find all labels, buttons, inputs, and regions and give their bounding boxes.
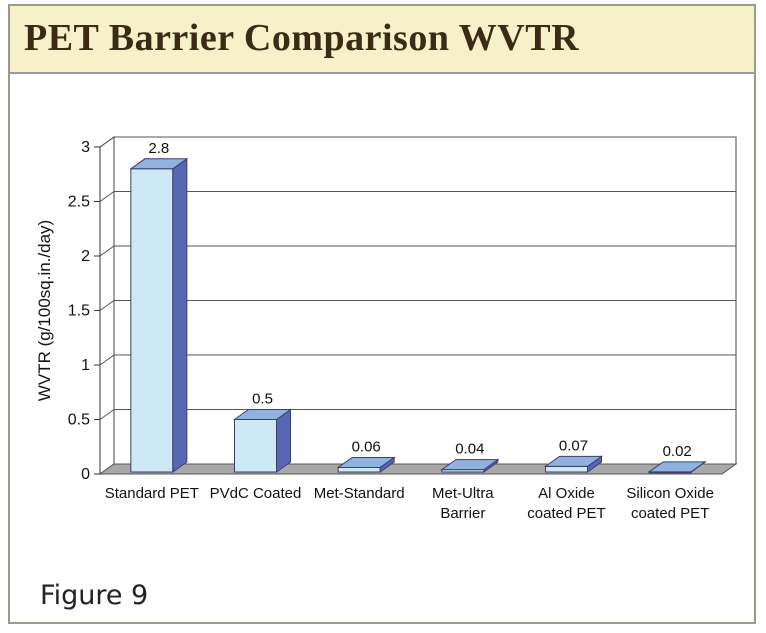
x-tick-label: Al Oxide bbox=[538, 485, 595, 502]
bar-front bbox=[545, 465, 588, 473]
bar-top bbox=[336, 456, 396, 468]
x-tick-label: Standard PET bbox=[105, 485, 199, 502]
gridline bbox=[99, 136, 736, 148]
x-tick-label: PVdC Coated bbox=[210, 485, 302, 502]
bar-top bbox=[647, 461, 707, 473]
x-tick-label: Met-Ultra bbox=[432, 485, 494, 502]
title-bar: PET Barrier Comparison WVTR bbox=[10, 6, 754, 74]
y-tick-label: 3 bbox=[81, 139, 90, 156]
y-axis-title: WVTR (g/100sq.in./day) bbox=[35, 220, 54, 401]
bar-front bbox=[234, 419, 277, 473]
x-tick-label: Met-Standard bbox=[314, 485, 405, 502]
bar-top bbox=[543, 455, 604, 467]
bar-value-label: 0.02 bbox=[663, 443, 692, 460]
gridline bbox=[99, 245, 736, 257]
gridline bbox=[99, 409, 736, 420]
plot-floor bbox=[98, 463, 738, 475]
bar-value-label: 0.04 bbox=[455, 441, 484, 458]
chart-title: PET Barrier Comparison WVTR bbox=[24, 17, 580, 59]
bar-value-label: 0.06 bbox=[352, 438, 381, 455]
gridline bbox=[99, 300, 736, 311]
figure-label: Figure 9 bbox=[40, 580, 149, 611]
bar-top bbox=[129, 158, 189, 170]
y-tick-label: 0 bbox=[81, 466, 90, 483]
x-tick-label: coated PET bbox=[527, 505, 605, 522]
bar-front bbox=[130, 168, 174, 473]
bar-value-label: 0.5 bbox=[252, 391, 273, 408]
bar-side bbox=[276, 408, 291, 473]
y-tick-label: 2 bbox=[81, 248, 90, 265]
bar-front bbox=[337, 466, 381, 473]
y-tick-label: 1.5 bbox=[68, 303, 90, 320]
gridline bbox=[99, 191, 736, 202]
gridline bbox=[99, 354, 736, 366]
x-tick-label: Barrier bbox=[440, 505, 485, 522]
bar-top bbox=[440, 459, 500, 471]
x-tick-label: Silicon Oxide bbox=[626, 485, 714, 502]
y-tick-label: 2.5 bbox=[68, 194, 90, 211]
bar-top bbox=[232, 409, 293, 420]
x-tick-label: coated PET bbox=[631, 505, 709, 522]
bar-side bbox=[172, 157, 188, 473]
bar-value-label: 2.8 bbox=[148, 140, 169, 157]
y-tick-label: 0.5 bbox=[68, 412, 90, 429]
bar-value-label: 0.07 bbox=[559, 437, 588, 454]
y-tick-label: 1 bbox=[81, 357, 90, 374]
